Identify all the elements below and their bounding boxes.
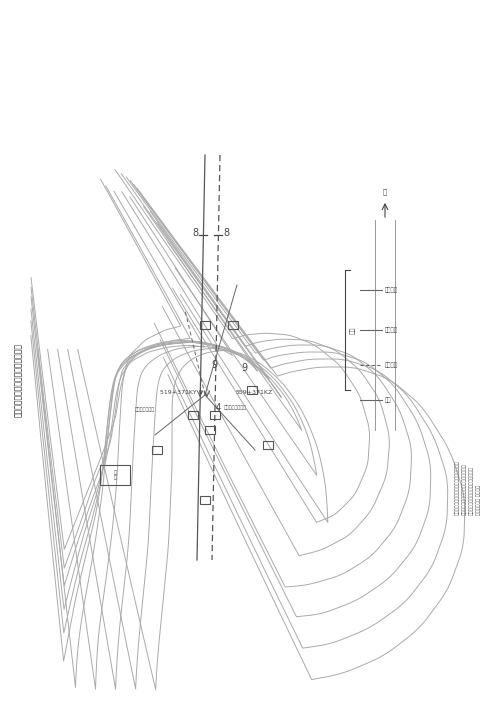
Text: 备注：各隧道进洞工程材料材料组织管理，
结合当地一般采购系统或联系供应链物资
供应等具体情况，因工工工工工工工工
工工具体情况 确定实施: 备注：各隧道进洞工程材料材料组织管理， 结合当地一般采购系统或联系供应链物资 供… <box>455 460 481 515</box>
Text: 4: 4 <box>216 404 220 412</box>
Text: 口打道腋窝放地大: 口打道腋窝放地大 <box>224 406 247 411</box>
Text: 施工便道: 施工便道 <box>385 287 398 293</box>
Text: 路线: 路线 <box>385 397 392 403</box>
Bar <box>188 411 198 419</box>
Text: 进洞工序: 进洞工序 <box>385 362 398 368</box>
Text: 9: 9 <box>241 363 247 373</box>
Text: 9: 9 <box>211 360 217 370</box>
Text: 559+371KZ: 559+371KZ <box>236 390 273 395</box>
Bar <box>228 321 238 329</box>
Text: 北: 北 <box>383 188 387 195</box>
Bar <box>210 411 220 419</box>
Text: 8: 8 <box>224 228 230 238</box>
Bar <box>200 321 210 329</box>
Text: 坡率: 坡率 <box>350 326 356 334</box>
Text: 施
工: 施 工 <box>114 469 116 480</box>
Text: 8: 8 <box>192 228 198 238</box>
Bar <box>152 446 162 454</box>
Text: 519+371KY 9: 519+371KY 9 <box>160 390 202 395</box>
Text: 打孔道腋窝放工: 打孔道腋窝放工 <box>135 407 155 412</box>
Bar <box>205 426 215 434</box>
Bar <box>200 496 210 504</box>
Bar <box>100 465 130 485</box>
Bar <box>263 441 273 449</box>
Text: 全线各隧道进口专项施工实施方案图: 全线各隧道进口专项施工实施方案图 <box>14 343 22 417</box>
Bar <box>247 386 257 394</box>
Text: 施工场地: 施工场地 <box>385 327 398 333</box>
